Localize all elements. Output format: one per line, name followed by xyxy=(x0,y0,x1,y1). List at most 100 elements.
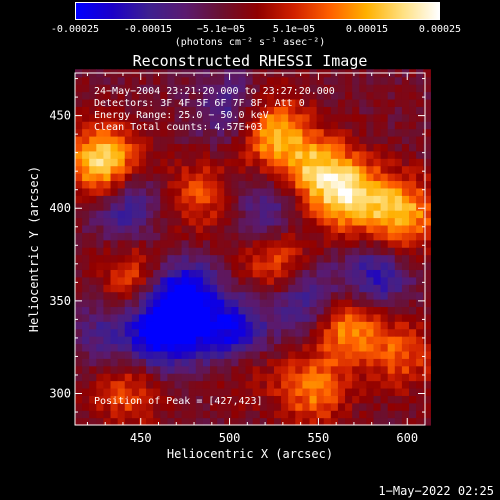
heatmap-cell xyxy=(352,254,360,263)
heatmap-cell xyxy=(153,417,161,426)
heatmap-cell xyxy=(181,417,190,426)
heatmap-cell xyxy=(181,291,190,300)
heatmap-cell xyxy=(146,202,154,211)
heatmap-cell xyxy=(394,306,403,315)
heatmap-cell xyxy=(210,173,218,182)
heatmap-cell xyxy=(423,358,431,367)
heatmap-cell xyxy=(302,195,311,204)
heatmap-cell xyxy=(75,402,83,411)
heatmap-cell xyxy=(124,128,133,137)
heatmap-cell xyxy=(288,373,296,382)
heatmap-cell xyxy=(188,165,197,174)
heatmap-cell xyxy=(110,321,119,330)
heatmap-cell xyxy=(245,98,254,107)
heatmap-cell xyxy=(167,321,176,330)
heatmap-cell xyxy=(167,91,176,100)
heatmap-cell xyxy=(409,165,417,174)
heatmap-cell xyxy=(295,98,304,107)
heatmap-cell xyxy=(103,395,112,404)
info-energy: Energy Range: 25.0 − 50.0 keV xyxy=(94,110,269,121)
heatmap-cell xyxy=(202,210,211,219)
heatmap-cell xyxy=(103,350,112,359)
heatmap-cell xyxy=(409,299,417,308)
heatmap-cell xyxy=(131,336,140,345)
heatmap-cell xyxy=(316,343,325,352)
heatmap-cell xyxy=(224,417,232,426)
heatmap-cell xyxy=(423,350,431,359)
heatmap-cell xyxy=(316,232,325,241)
heatmap-cell xyxy=(387,410,396,419)
heatmap-cell xyxy=(288,195,296,204)
heatmap-cell xyxy=(96,121,105,130)
heatmap-cell xyxy=(138,158,147,167)
heatmap-cell xyxy=(273,128,282,137)
info-peak: Position of Peak = [427,423] xyxy=(94,396,263,407)
heatmap-cell xyxy=(259,306,268,315)
heatmap-cell xyxy=(224,173,232,182)
heatmap-cell xyxy=(138,224,147,233)
heatmap-cell xyxy=(245,217,254,226)
heatmap-cell xyxy=(202,76,211,85)
heatmap-cell xyxy=(110,135,119,144)
heatmap-cell xyxy=(302,350,311,359)
heatmap-cell xyxy=(259,410,268,419)
heatmap-cell xyxy=(89,284,97,293)
heatmap-cell xyxy=(380,358,389,367)
heatmap-cell xyxy=(138,143,147,152)
heatmap-cell xyxy=(281,395,289,404)
heatmap-cell xyxy=(309,158,318,167)
heatmap-cell xyxy=(224,284,232,293)
heatmap-cell xyxy=(387,261,396,270)
heatmap-cell xyxy=(309,113,318,122)
heatmap-cell xyxy=(110,328,119,337)
heatmap-cell xyxy=(210,150,218,159)
heatmap-cell xyxy=(416,165,424,174)
heatmap-cell xyxy=(316,336,325,345)
heatmap-cell xyxy=(330,106,339,115)
heatmap-cell xyxy=(309,210,318,219)
heatmap-cell xyxy=(181,343,190,352)
heatmap-cell xyxy=(309,84,318,93)
heatmap-cell xyxy=(316,121,325,130)
heatmap-cell xyxy=(273,76,282,85)
heatmap-cell xyxy=(181,76,190,85)
heatmap-cell xyxy=(138,380,147,389)
heatmap-cell xyxy=(160,373,168,382)
heatmap-cell xyxy=(231,254,240,263)
heatmap-cell xyxy=(231,239,240,248)
heatmap-cell xyxy=(316,202,325,211)
heatmap-cell xyxy=(330,143,339,152)
heatmap-cell xyxy=(238,313,247,322)
heatmap-cell xyxy=(266,210,275,219)
heatmap-cell xyxy=(153,321,161,330)
heatmap-cell xyxy=(202,232,211,241)
heatmap-cell xyxy=(409,91,417,100)
heatmap-cell xyxy=(423,365,431,374)
heatmap-cell xyxy=(266,299,275,308)
heatmap-cell xyxy=(416,106,424,115)
heatmap-cell xyxy=(359,232,367,241)
heatmap-cell xyxy=(174,232,183,241)
heatmap-cell xyxy=(210,217,218,226)
heatmap-cell xyxy=(96,358,105,367)
heatmap-cell xyxy=(195,380,204,389)
heatmap-cell xyxy=(195,143,204,152)
heatmap-cell xyxy=(266,165,275,174)
heatmap-cell xyxy=(146,299,154,308)
heatmap-cell xyxy=(82,254,90,263)
heatmap-cell xyxy=(323,247,332,256)
heatmap-cell xyxy=(117,254,126,263)
heatmap-cell xyxy=(210,254,218,263)
heatmap-cell xyxy=(224,269,232,278)
heatmap-cell xyxy=(89,143,97,152)
heatmap-cell xyxy=(167,313,176,322)
heatmap-cell xyxy=(337,299,346,308)
heatmap-cell xyxy=(295,202,304,211)
heatmap-cell xyxy=(245,284,254,293)
heatmap-cell xyxy=(423,91,431,100)
heatmap-cell xyxy=(82,321,90,330)
heatmap-cell xyxy=(316,158,325,167)
heatmap-cell xyxy=(373,343,382,352)
heatmap-cell xyxy=(337,128,346,137)
heatmap-cell xyxy=(238,239,247,248)
